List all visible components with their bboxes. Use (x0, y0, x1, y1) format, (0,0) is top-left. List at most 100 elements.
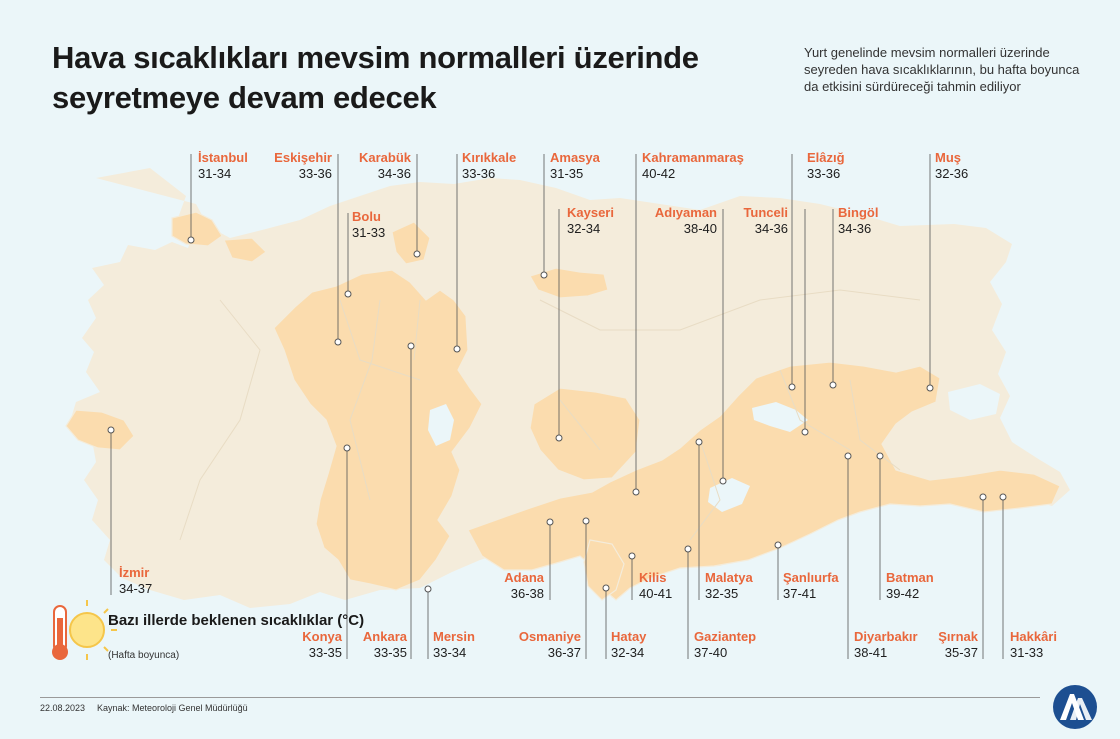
location-dot-adana (546, 518, 554, 526)
location-dot-izmir (107, 426, 115, 434)
province-label-kilis: Kilis 40-41 (639, 570, 672, 602)
temperature-range: 33-36 (298, 166, 332, 181)
temperature-range: 32-34 (567, 221, 601, 236)
location-dot-elazig (788, 383, 796, 391)
province-label-karabuk: Karabük 34-36 (359, 150, 411, 182)
temperature-range: 36-37 (547, 645, 581, 660)
province-name: Osmaniye (518, 629, 581, 644)
province-name: Hakkâri (1010, 629, 1057, 644)
province-label-sirnak: Şırnak 35-37 (938, 629, 978, 661)
province-name: Amasya (550, 150, 600, 165)
temperature-range: 32-35 (705, 586, 739, 601)
lakes (428, 384, 1000, 512)
temperature-range: 40-41 (639, 586, 673, 601)
footer-date: 22.08.2023 (40, 703, 86, 713)
province-name: Muş (935, 150, 961, 165)
location-dot-adiyaman (719, 477, 727, 485)
location-dot-hatay (602, 584, 610, 592)
ataturk-dam-lake (708, 478, 750, 512)
location-dot-malatya (695, 438, 703, 446)
province-name: Şırnak (938, 629, 978, 644)
location-dot-ankara (407, 342, 415, 350)
province-name: İzmir (119, 565, 150, 580)
province-label-izmir: İzmir 34-37 (119, 565, 152, 597)
temperature-range: 31-33 (1010, 645, 1044, 660)
province-name: Diyarbakır (854, 629, 918, 644)
temperature-range: 31-35 (550, 166, 584, 181)
temperature-range: 38-40 (683, 221, 717, 236)
province-label-istanbul: İstanbul 31-34 (198, 150, 248, 182)
location-dot-batman (876, 452, 884, 460)
province-label-gaziantep: Gaziantep 37-40 (694, 629, 756, 661)
province-label-amasya: Amasya 31-35 (550, 150, 600, 182)
legend-subtitle: (Hafta boyunca) (108, 650, 180, 661)
province-name: Malatya (705, 570, 753, 585)
region-hatay (583, 539, 625, 601)
temperature-range: 38-41 (854, 645, 888, 660)
province-label-konya: Konya 33-35 (302, 629, 342, 661)
temperature-range: 33-35 (308, 645, 342, 660)
temperature-range: 33-36 (462, 166, 496, 181)
province-name: Bingöl (838, 205, 879, 220)
province-name: Ankara (362, 629, 407, 644)
temperature-range: 34-36 (754, 221, 788, 236)
temperature-range: 40-42 (642, 166, 676, 181)
province-label-bingol: Bingöl 34-36 (838, 205, 878, 237)
province-name: Mersin (433, 629, 475, 644)
province-label-eskisehir: Eskişehir 33-36 (274, 150, 332, 182)
province-label-diyarbakir: Diyarbakır 38-41 (854, 629, 918, 661)
province-name: Kahramanmaraş (642, 150, 744, 165)
region-kayseri (529, 387, 641, 481)
footer-source: Kaynak: Meteoroloji Genel Müdürlüğü (97, 703, 248, 713)
location-dot-kayseri (555, 434, 563, 442)
province-name: Hatay (611, 629, 647, 644)
legend-title: Bazı illerde beklenen sıcaklıklar (°C) (108, 612, 365, 629)
region-central-west (273, 269, 483, 591)
location-dot-sanliurfa (774, 541, 782, 549)
province-name: İstanbul (198, 150, 248, 165)
region-karabuk-bartin (391, 221, 431, 265)
temperature-range: 33-35 (373, 645, 407, 660)
location-dot-mersin (424, 585, 432, 593)
location-dot-kilis (628, 552, 636, 560)
province-label-batman: Batman 39-42 (886, 570, 934, 602)
keban-lake (752, 402, 808, 432)
temperature-range: 32-34 (611, 645, 645, 660)
highlighted-provinces (65, 211, 1061, 601)
location-dot-mus (926, 384, 934, 392)
location-dot-amasya (540, 271, 548, 279)
temperature-range: 34-36 (838, 221, 872, 236)
province-label-ankara: Ankara 33-35 (363, 629, 407, 661)
temperature-range: 31-34 (198, 166, 232, 181)
province-label-sanliurfa: Şanlıurfa 37-41 (783, 570, 839, 602)
temperature-range: 39-42 (886, 586, 920, 601)
location-dot-gaziantep (684, 545, 692, 553)
province-label-mersin: Mersin 33-34 (433, 629, 475, 661)
province-name: Şanlıurfa (783, 570, 839, 585)
temperature-range: 31-33 (352, 225, 386, 240)
province-borders (179, 289, 921, 541)
province-name: Kilis (639, 570, 667, 585)
province-name: Bolu (352, 209, 381, 224)
region-izmir (65, 409, 135, 451)
footer-divider (40, 697, 1040, 698)
temperature-range: 33-34 (433, 645, 467, 660)
tuz-lake (428, 404, 454, 446)
province-label-osmaniye: Osmaniye 36-37 (519, 629, 581, 661)
province-label-hatay: Hatay 32-34 (611, 629, 646, 661)
province-label-kahramanmaras: Kahramanmaraş 40-42 (642, 150, 744, 182)
province-name: Tunceli (743, 205, 788, 220)
aa-logo (1053, 685, 1097, 729)
province-label-kirikkale: Kırıkkale 33-36 (462, 150, 516, 182)
location-dot-sirnak (979, 493, 987, 501)
province-name: Eskişehir (274, 150, 332, 165)
province-name: Konya (302, 629, 342, 644)
province-label-tunceli: Tunceli 34-36 (743, 205, 788, 237)
location-dot-bolu (344, 290, 352, 298)
location-dot-kirikkale (453, 345, 461, 353)
province-label-hakkari: Hakkâri 31-33 (1010, 629, 1057, 661)
thermometer-sun-icon (52, 600, 117, 660)
location-dot-tunceli (801, 428, 809, 436)
province-name: Kayseri (567, 205, 614, 220)
